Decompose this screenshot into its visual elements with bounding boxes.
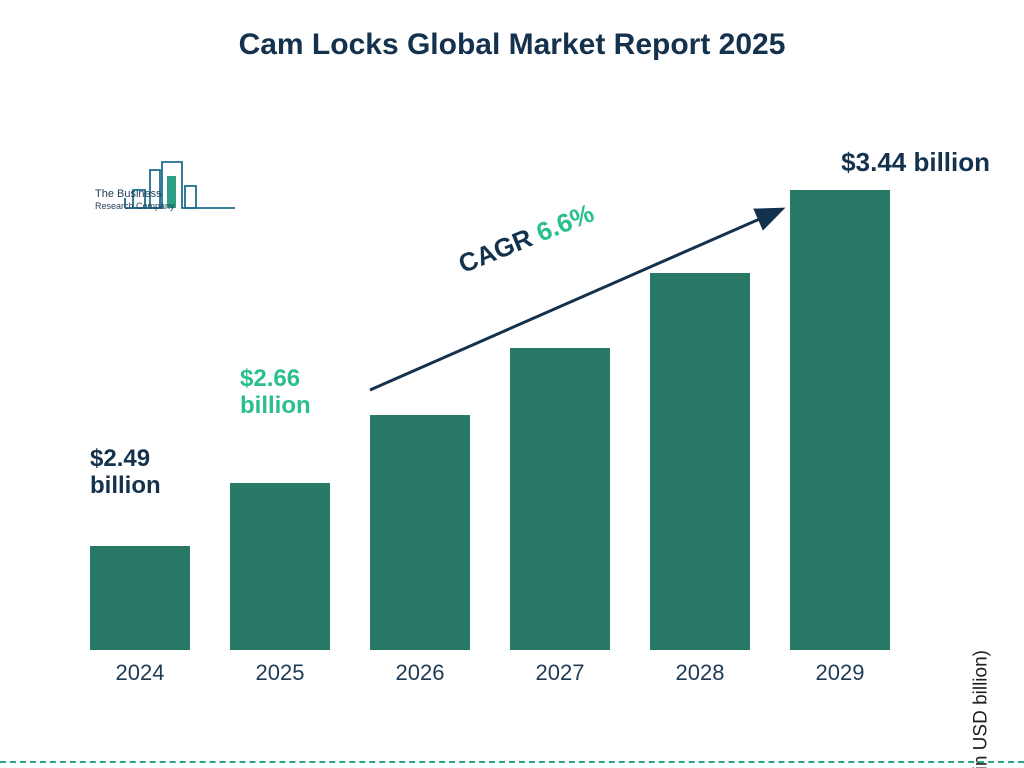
bottom-divider bbox=[0, 761, 1024, 763]
bar-chart: 202420252026202720282029 Market Size (in… bbox=[90, 130, 940, 690]
y-axis-label: Market Size (in USD billion) bbox=[970, 650, 992, 768]
chart-container: Cam Locks Global Market Report 2025 The … bbox=[0, 0, 1024, 768]
trend-arrow-icon bbox=[90, 130, 940, 690]
page-title: Cam Locks Global Market Report 2025 bbox=[0, 28, 1024, 62]
